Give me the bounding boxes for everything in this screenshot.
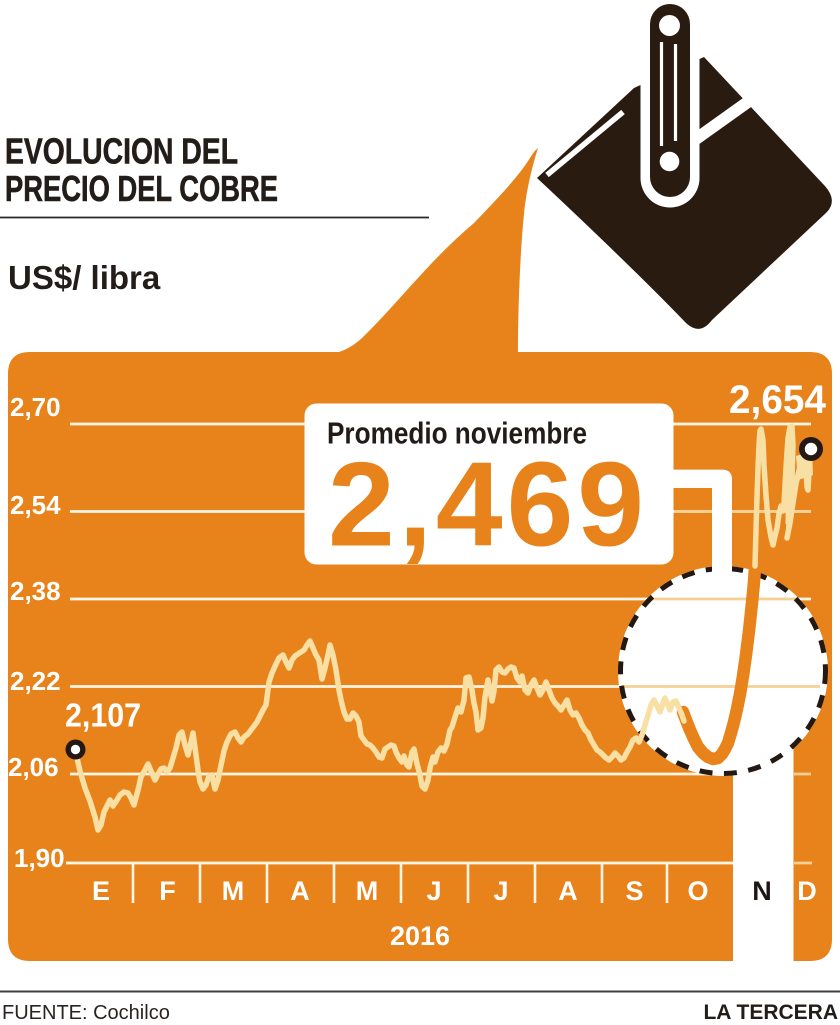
svg-text:2,54: 2,54 — [10, 490, 61, 520]
svg-text:M: M — [356, 876, 379, 906]
svg-text:D: D — [797, 876, 817, 906]
svg-text:EVOLUCION DEL: EVOLUCION DEL — [5, 131, 238, 172]
svg-text:M: M — [222, 876, 245, 906]
svg-text:O: O — [687, 876, 708, 906]
svg-text:2,107: 2,107 — [65, 697, 141, 734]
svg-text:2,654: 2,654 — [729, 378, 827, 422]
svg-text:A: A — [558, 876, 578, 906]
svg-text:LA TERCERA: LA TERCERA — [703, 1001, 838, 1024]
svg-text:FUENTE: Cochilco: FUENTE: Cochilco — [2, 1002, 170, 1024]
svg-text:2016: 2016 — [390, 921, 450, 951]
svg-text:2,38: 2,38 — [10, 576, 61, 606]
svg-text:Promedio noviembre: Promedio noviembre — [327, 416, 587, 451]
svg-text:1,90: 1,90 — [14, 843, 65, 873]
svg-text:2,22: 2,22 — [10, 666, 61, 696]
svg-text:2,70: 2,70 — [10, 392, 61, 422]
svg-text:A: A — [290, 876, 310, 906]
svg-text:J: J — [426, 876, 441, 906]
svg-text:2,06: 2,06 — [8, 752, 59, 782]
svg-text:2,469: 2,469 — [328, 438, 644, 572]
svg-text:J: J — [493, 876, 508, 906]
svg-text:S: S — [625, 876, 643, 906]
svg-text:US$/ libra: US$/ libra — [8, 259, 161, 296]
svg-text:PRECIO DEL COBRE: PRECIO DEL COBRE — [5, 168, 278, 209]
svg-text:E: E — [92, 876, 110, 906]
svg-text:F: F — [159, 876, 176, 906]
svg-text:N: N — [752, 876, 772, 906]
